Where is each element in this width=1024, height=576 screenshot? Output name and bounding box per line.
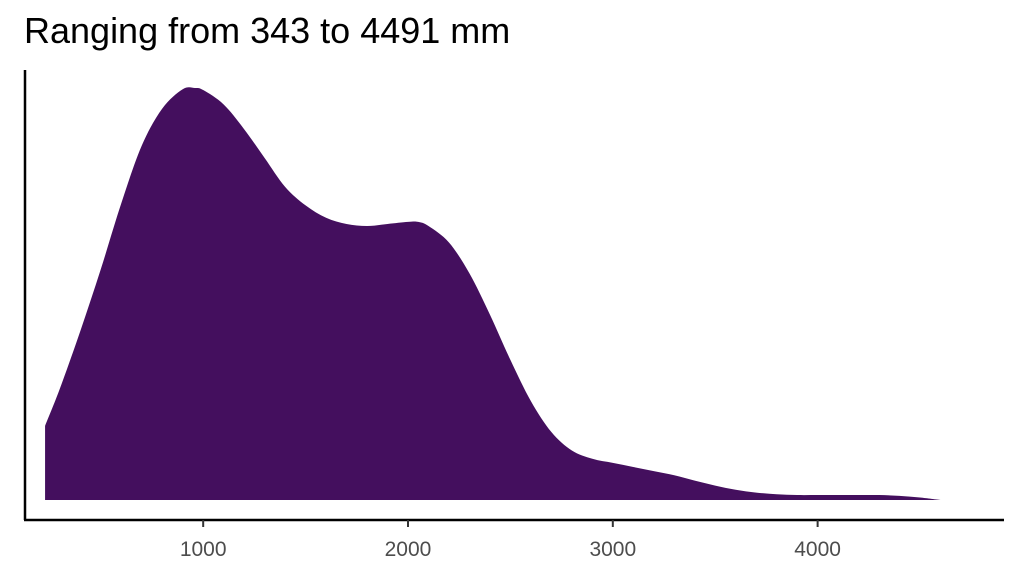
- chart-marks: [45, 87, 941, 500]
- x-tick-label: 2000: [385, 538, 432, 561]
- x-tick-label: 1000: [180, 538, 227, 561]
- density-area: [45, 87, 941, 500]
- x-tick-label: 4000: [794, 538, 841, 561]
- x-axis-ticks: 1000 2000 3000 4000: [180, 520, 841, 561]
- chart-title: Ranging from 343 to 4491 mm: [24, 10, 511, 51]
- x-tick-label: 3000: [589, 538, 636, 561]
